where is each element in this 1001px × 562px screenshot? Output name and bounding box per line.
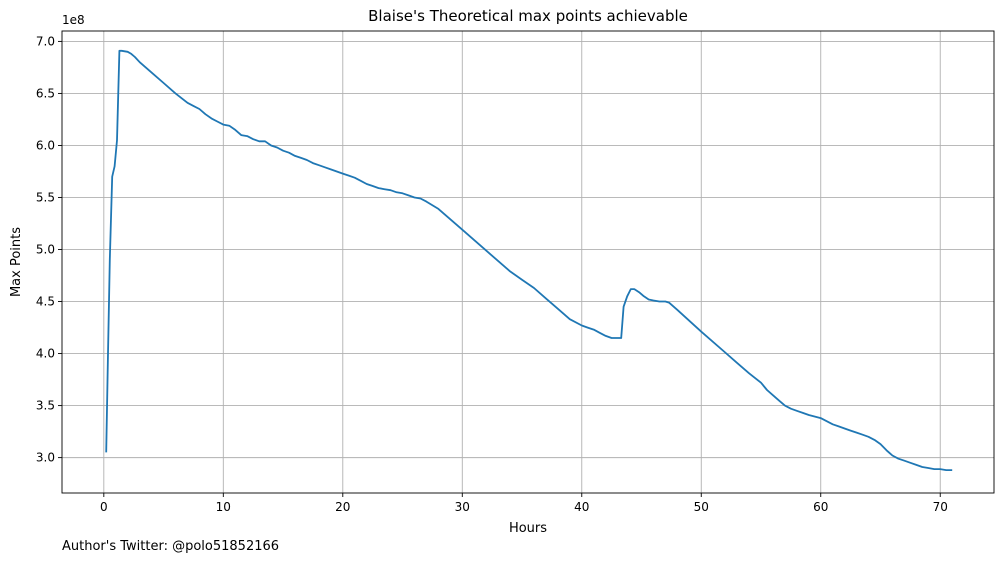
axes-frame (61, 30, 995, 494)
y-tick-label: 4.5 (36, 295, 55, 309)
x-tick-label: 20 (335, 500, 350, 514)
y-tick-label: 4.0 (36, 347, 55, 361)
author-note: Author's Twitter: @polo51852166 (62, 539, 279, 554)
x-tick-label: 30 (455, 500, 470, 514)
series-layer (105, 49, 953, 472)
y-tick-label: 6.5 (36, 86, 55, 100)
y-tick-label: 5.5 (36, 190, 55, 204)
y-tick-label: 5.0 (36, 243, 55, 257)
y-axis-multiplier: 1e8 (62, 13, 85, 27)
y-tick-label: 6.0 (36, 138, 55, 152)
grid (62, 31, 994, 493)
y-axis-ticks: 3.0 3.5 4.0 4.5 5.0 5.5 6.0 6.5 7.0 (36, 34, 62, 465)
x-tick-label: 0 (100, 500, 108, 514)
y-axis-label: Max Points (9, 227, 24, 297)
series-line (105, 49, 953, 472)
x-tick-label: 10 (216, 500, 231, 514)
x-tick-label: 50 (694, 500, 709, 514)
y-tick-label: 7.0 (36, 34, 55, 48)
y-tick-label: 3.0 (36, 451, 55, 465)
x-axis-label: Hours (509, 521, 547, 536)
x-axis-ticks: 0 10 20 30 40 50 60 70 (100, 493, 948, 514)
x-tick-label: 40 (574, 500, 589, 514)
x-tick-label: 60 (813, 500, 828, 514)
chart-title: Blaise's Theoretical max points achievab… (368, 7, 688, 25)
x-tick-label: 70 (933, 500, 948, 514)
y-tick-label: 3.5 (36, 399, 55, 413)
